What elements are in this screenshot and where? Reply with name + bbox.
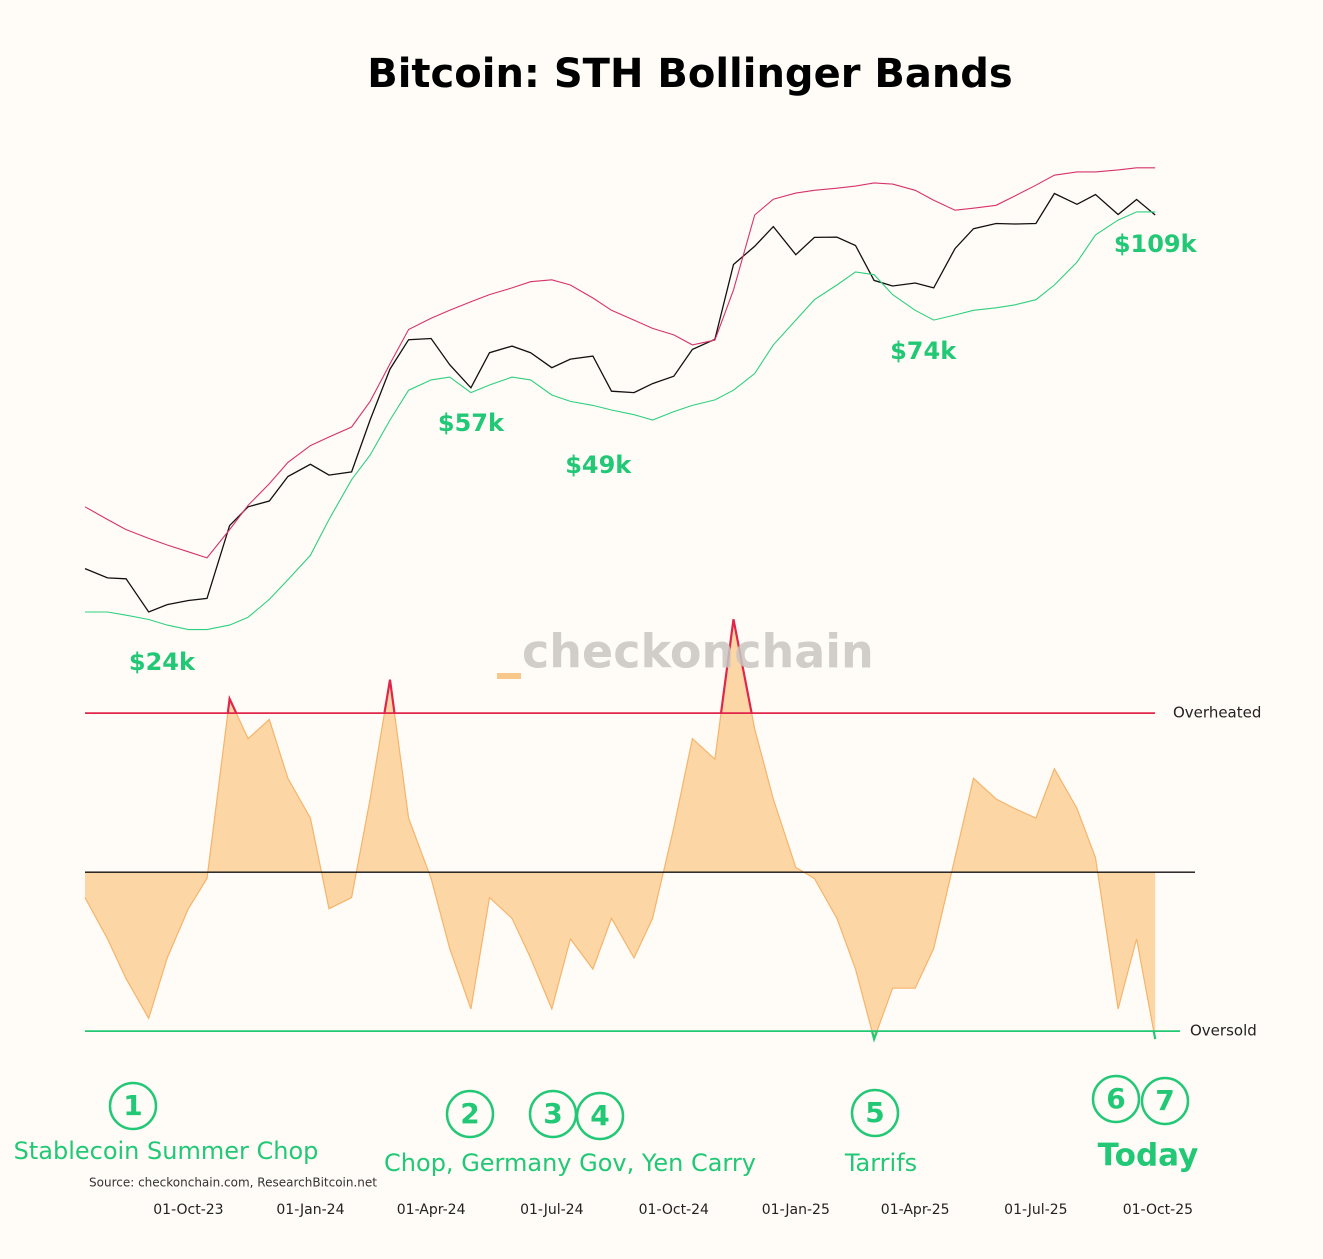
source: Source: checkonchain.com, ResearchBitcoi… <box>89 1176 377 1190</box>
oscillator-panel: Overheated Oversold 01-Oct-23 01-Jan-24 01-A… <box>84 619 1261 1218</box>
x-tick-label: 01-Apr-24 <box>397 1202 466 1218</box>
x-tick-label: 01-Jul-24 <box>520 1202 583 1218</box>
watermark-underscore <box>497 673 521 679</box>
x-tick-label: 01-Jan-24 <box>276 1202 344 1218</box>
x-tick-label: 01-Jan-25 <box>762 1202 830 1218</box>
event-number: 6 <box>1106 1082 1125 1115</box>
event-caption: Today <box>1098 1138 1199 1174</box>
event-circle <box>445 1089 495 1139</box>
event-circle <box>108 1081 158 1131</box>
event-circle <box>850 1088 900 1138</box>
price-annotation: $57k <box>438 409 505 437</box>
event-circle <box>1091 1074 1141 1124</box>
x-tick-label: 01-Oct-24 <box>639 1202 709 1218</box>
event-number: 7 <box>1155 1084 1174 1117</box>
series-line <box>85 211 1156 631</box>
watermark: checkonchain <box>522 625 874 679</box>
event-number: 5 <box>865 1096 884 1129</box>
events: 1 2 3 4 5 6 7 Stablecoin Summer Chop Cho… <box>14 1074 1199 1177</box>
series-line <box>84 167 1156 559</box>
price-annotation: $74k <box>890 337 957 365</box>
x-tick-label: 01-Oct-23 <box>153 1202 223 1218</box>
price-annotation: $109k <box>1114 230 1198 258</box>
event-caption: Stablecoin Summer Chop <box>14 1137 319 1165</box>
event-number: 2 <box>460 1097 479 1130</box>
event-number: 3 <box>543 1097 562 1130</box>
threshold-label: Overheated <box>1173 704 1261 722</box>
oscillator-area <box>85 619 1156 1040</box>
x-tick-label: 01-Jul-25 <box>1004 1202 1067 1218</box>
series-line <box>84 192 1156 613</box>
price-annotation: $24k <box>129 648 196 676</box>
oscillator-line <box>84 619 1156 1042</box>
x-tick-label: 01-Apr-25 <box>881 1202 950 1218</box>
x-tick-label: 01-Oct-25 <box>1123 1202 1193 1218</box>
event-number: 1 <box>123 1089 142 1122</box>
event-caption: Chop, Germany Gov, Yen Carry <box>384 1149 756 1177</box>
price-panel: $24k $57k $49k $74k $109k <box>84 167 1198 676</box>
chart-title: Bitcoin: STH Bollinger Bands <box>367 51 1013 97</box>
event-circle <box>575 1091 625 1141</box>
threshold-label: Oversold <box>1190 1022 1257 1040</box>
event-number: 4 <box>590 1099 609 1132</box>
event-circle <box>1140 1076 1190 1126</box>
event-caption: Tarrifs <box>844 1149 917 1177</box>
price-annotation: $49k <box>565 451 632 479</box>
